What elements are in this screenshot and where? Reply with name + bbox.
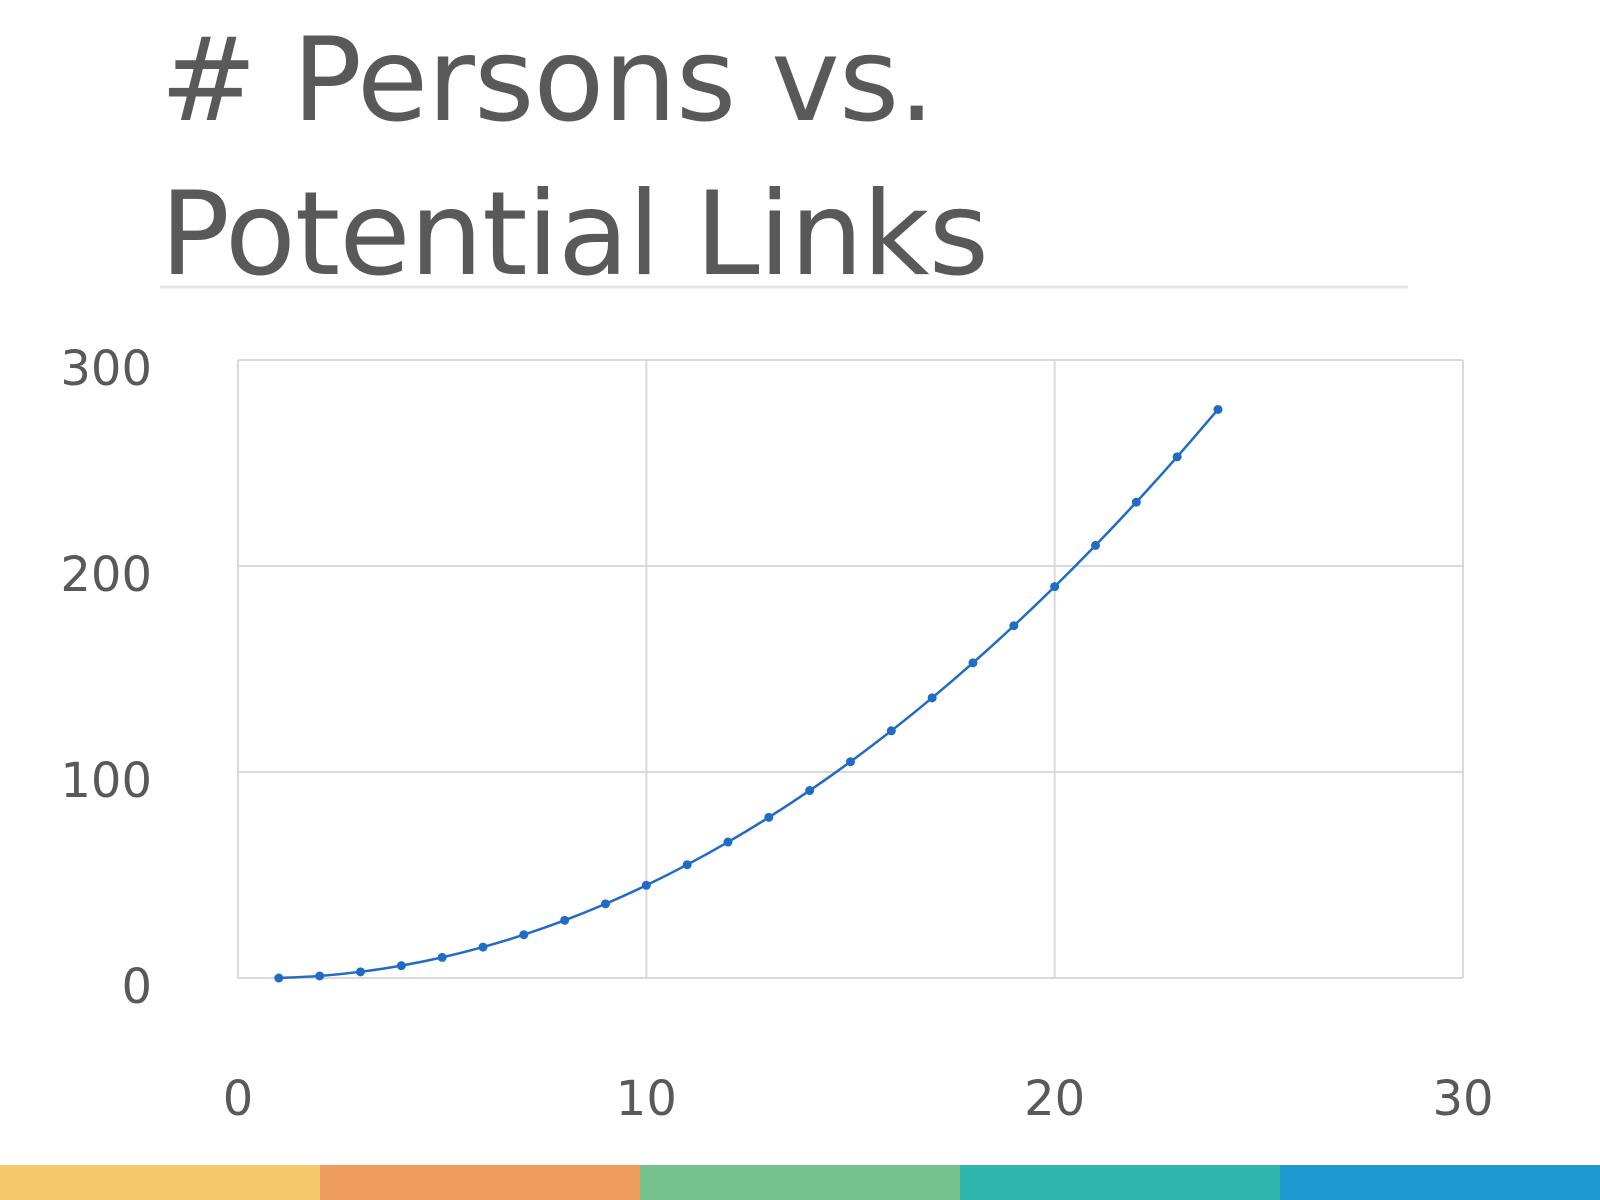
point [968,658,978,668]
point [764,812,774,822]
x-tick-label: 10 [616,1071,677,1127]
point [560,915,570,925]
x-tick-label: 0 [223,1071,254,1127]
trendline [278,408,1219,980]
point [1172,452,1182,462]
color-strip [0,1165,320,1200]
chart-title: # Persons vs. Potential Links [160,13,989,302]
y-tick-label: 0 [121,959,152,1015]
point [1091,540,1100,550]
y-tick-label: 100 [60,753,152,809]
point [601,899,610,909]
point [1131,497,1141,507]
point [886,726,896,736]
point [1213,404,1223,414]
point [723,837,733,847]
point [682,860,692,870]
point [846,757,855,767]
x-tick-label: 20 [1024,1071,1085,1127]
color-strip [960,1165,1280,1200]
point [1050,582,1060,592]
color-strip [320,1165,640,1200]
point [641,880,651,890]
point [519,930,529,940]
y-tick-label: 300 [60,341,152,397]
point [274,973,284,983]
point [478,942,488,952]
point [396,961,406,971]
point [927,693,937,703]
point [315,971,325,981]
y-tick-label: 200 [60,547,152,603]
point [805,786,815,796]
color-strip [640,1165,960,1200]
x-tick-label: 30 [1432,1071,1493,1127]
point [356,967,365,977]
point [1009,621,1019,631]
color-strip [1280,1165,1600,1200]
point [437,952,447,962]
